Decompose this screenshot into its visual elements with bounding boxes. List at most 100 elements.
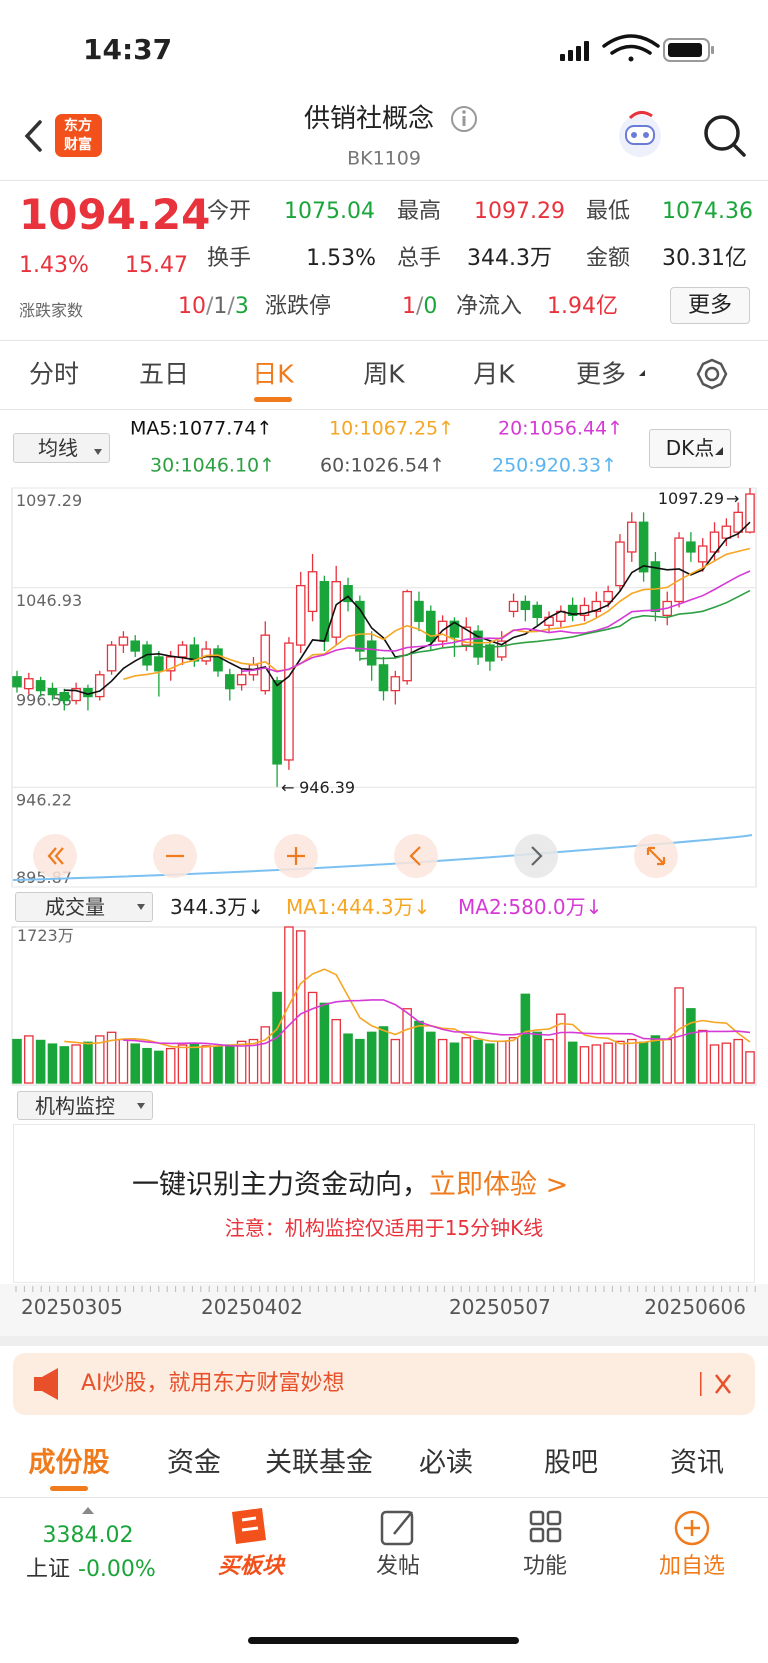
candle-body [697, 545, 708, 563]
period-tab[interactable]: 日K [252, 359, 294, 389]
close-icon[interactable] [715, 1374, 731, 1394]
content-tab[interactable]: 关联基金 [265, 1447, 373, 1479]
period-tab[interactable]: 分时 [28, 359, 80, 389]
volume-selector[interactable] [15, 892, 153, 922]
back-icon[interactable] [24, 120, 42, 152]
volume-bar [437, 1038, 448, 1084]
chart-control[interactable] [514, 834, 558, 878]
volume-bar [473, 1039, 483, 1084]
buy-sector-icon[interactable] [232, 1508, 266, 1544]
volume-bar [177, 1044, 188, 1084]
monitor-headline: 一键识别主力资金动向， [132, 1169, 429, 1201]
divider [0, 180, 768, 181]
content-tab[interactable]: 资讯 [670, 1447, 724, 1479]
candle-body [295, 584, 306, 646]
content-tab[interactable]: 必读 [419, 1447, 473, 1479]
footer-button-label[interactable]: 买板块 [217, 1554, 285, 1579]
monitor-selector[interactable] [17, 1091, 153, 1120]
ma-value: 30:1046.10↑ [150, 454, 276, 477]
candle-body [35, 680, 46, 692]
chart-control[interactable] [394, 834, 438, 878]
field-label: 总手 [397, 246, 442, 271]
control-glyph [531, 846, 543, 866]
dropdown-caret [715, 447, 723, 455]
sector-code: BK1109 [347, 147, 421, 170]
expand-caret[interactable] [82, 1507, 94, 1514]
volume-bar [508, 1037, 519, 1084]
ma-selector-label[interactable]: 均线 [38, 436, 78, 460]
volume-bar [71, 1044, 81, 1084]
volume-bar [12, 1038, 22, 1084]
wifi-icon [602, 34, 660, 62]
candle-body [284, 642, 294, 761]
period-tab[interactable]: 月K [473, 359, 515, 389]
add-watch-icon[interactable] [674, 1510, 710, 1546]
candle-body [567, 604, 578, 617]
candle-body [118, 636, 129, 646]
candle-body [650, 561, 661, 613]
divider [0, 1497, 768, 1498]
index-name[interactable]: 上证 [26, 1557, 71, 1582]
info-icon[interactable] [451, 106, 477, 132]
volume-bar [426, 1031, 436, 1084]
ai-banner[interactable] [13, 1353, 755, 1415]
more-button-label[interactable]: 更多 [687, 293, 733, 318]
low-annotation: 946.39 [299, 778, 355, 797]
candle-body [626, 521, 637, 553]
period-tab[interactable]: 五日 [138, 359, 190, 389]
index-change[interactable]: -0.00% [78, 1557, 156, 1582]
index-value[interactable]: 3384.02 [42, 1523, 134, 1548]
settings-icon[interactable] [696, 358, 728, 390]
logo-text[interactable]: 财富 [64, 137, 92, 153]
ma-selector[interactable] [13, 433, 110, 463]
period-tab[interactable]: 更多 [575, 359, 627, 389]
candle-body [343, 584, 353, 603]
monitor-selector-label[interactable]: 机构监控 [35, 1094, 115, 1118]
dk-label[interactable]: DK点 [665, 436, 715, 460]
robot-avatar[interactable] [619, 111, 661, 157]
footer-button-label[interactable]: 加自选 [658, 1554, 726, 1579]
volume-bar [118, 1038, 129, 1084]
volume-bar [189, 1042, 200, 1084]
date-label: 20250402 [201, 1295, 303, 1319]
volume-bar [366, 1031, 377, 1084]
app-logo[interactable] [55, 114, 102, 157]
inflow-value: 1.94亿 [547, 294, 618, 319]
breadth-count: / [206, 294, 214, 319]
content-tab[interactable]: 资金 [167, 1447, 221, 1479]
footer-button-label[interactable]: 发帖 [375, 1554, 421, 1579]
content-tab[interactable]: 股吧 [544, 1447, 598, 1479]
candle-body [508, 600, 519, 613]
candle-body [615, 541, 625, 587]
dropdown-caret [137, 904, 145, 910]
volume-bar [106, 1031, 117, 1084]
volume-bar [355, 1038, 365, 1084]
signal-icon [560, 41, 589, 61]
home-indicator [248, 1637, 519, 1644]
volume-selector-label[interactable]: 成交量 [45, 895, 105, 919]
monitor-card[interactable] [13, 1124, 755, 1283]
breadth-count: 10 [178, 294, 206, 319]
candle-body [473, 630, 483, 658]
volume-bar [236, 1040, 247, 1084]
footer-button-label[interactable]: 功能 [522, 1554, 568, 1579]
content-tab[interactable]: 成份股 [28, 1447, 110, 1479]
tab-underline [50, 1486, 88, 1491]
banner-text[interactable]: AI炒股，就用东方财富妙想 [81, 1371, 345, 1396]
more-button[interactable] [670, 287, 750, 324]
dk-button[interactable] [649, 429, 731, 468]
period-tab[interactable]: 周K [363, 359, 405, 389]
volume-bar [638, 1041, 649, 1084]
volume-ma-line [64, 968, 751, 1049]
monitor-cta[interactable]: 立即体验 > [429, 1169, 569, 1201]
battery-icon [663, 38, 714, 62]
logo-text[interactable]: 东方 [64, 118, 92, 134]
field-label: 今开 [207, 199, 252, 224]
volume-bar [520, 993, 531, 1084]
volume-bar [496, 1040, 507, 1084]
search-icon[interactable] [704, 115, 746, 157]
post-icon[interactable] [380, 1510, 414, 1546]
function-icon[interactable] [529, 1510, 562, 1543]
field-value: 30.31亿 [662, 246, 747, 271]
